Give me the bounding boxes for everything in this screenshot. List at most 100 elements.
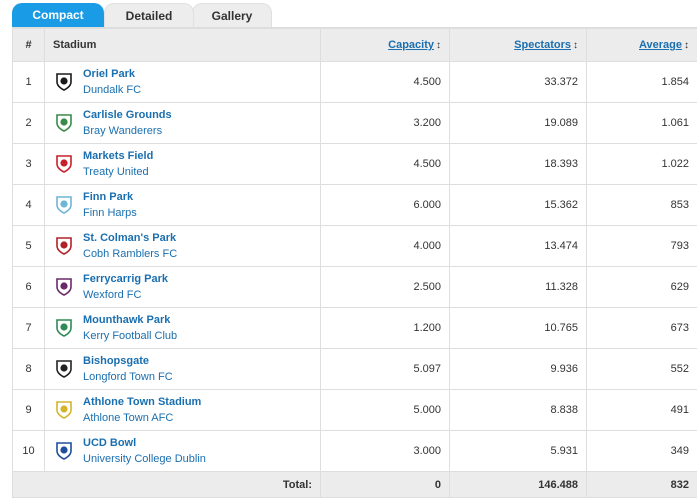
stadium-name-link[interactable]: Markets Field	[83, 150, 154, 162]
total-label: Total:	[12, 471, 321, 498]
sort-capacity-link[interactable]: Capacity	[388, 39, 434, 51]
stadium-names: Athlone Town Stadium Athlone Town AFC	[83, 394, 201, 426]
stadium-info: Ferrycarrig Park Wexford FC	[53, 271, 312, 303]
club-name-link[interactable]: University College Dublin	[83, 453, 206, 465]
club-name-link[interactable]: Treaty United	[83, 166, 149, 178]
row-rank: 10	[12, 430, 45, 472]
row-average: 1.022	[586, 143, 697, 185]
club-name-link[interactable]: Dundalk FC	[83, 84, 142, 96]
row-spectators: 10.765	[449, 307, 587, 349]
stadium-names: St. Colman's Park Cobh Ramblers FC	[83, 230, 177, 262]
row-spectators: 9.936	[449, 348, 587, 390]
row-rank: 2	[12, 102, 45, 144]
row-rank: 6	[12, 266, 45, 308]
view-tabs: Compact Gallery Detailed	[12, 3, 697, 27]
table-row: 4 Finn Park Finn Harps 6.000 15.362 853	[12, 184, 697, 226]
row-capacity: 5.000	[320, 389, 450, 431]
club-name-link[interactable]: Kerry Football Club	[83, 330, 178, 342]
row-spectators: 18.393	[449, 143, 587, 185]
stadium-cell: Finn Park Finn Harps	[44, 184, 321, 226]
stadium-names: Markets Field Treaty United	[83, 148, 153, 180]
sort-arrows-icon[interactable]: ↕	[573, 40, 578, 51]
stadium-cell: St. Colman's Park Cobh Ramblers FC	[44, 225, 321, 267]
stadium-cell: Athlone Town Stadium Athlone Town AFC	[44, 389, 321, 431]
row-average: 629	[586, 266, 697, 308]
column-header-average[interactable]: Average ↕	[586, 28, 697, 62]
stadium-cell: Bishopsgate Longford Town FC	[44, 348, 321, 390]
stadium-names: Bishopsgate Longford Town FC	[83, 353, 173, 385]
table-row: 3 Markets Field Treaty United 4.500 18.393 1.…	[12, 143, 697, 185]
stadium-cell: UCD Bowl University College Dublin	[44, 430, 321, 472]
tab-gallery[interactable]: Gallery	[192, 3, 272, 27]
stadium-name-link[interactable]: Carlisle Grounds	[83, 109, 172, 121]
kerry-fc-crest-icon[interactable]	[53, 317, 75, 339]
row-rank: 9	[12, 389, 45, 431]
dundalk-fc-crest-icon[interactable]	[53, 71, 75, 93]
stadium-name-link[interactable]: Bishopsgate	[83, 355, 150, 367]
sort-spectators-link[interactable]: Spectators	[514, 39, 571, 51]
sort-arrows-icon[interactable]: ↕	[436, 40, 441, 51]
row-spectators: 11.328	[449, 266, 587, 308]
finn-harps-crest-icon[interactable]	[53, 194, 75, 216]
row-average: 1.061	[586, 102, 697, 144]
cobh-ramblers-crest-icon[interactable]	[53, 235, 75, 257]
stadium-cell: Mounthawk Park Kerry Football Club	[44, 307, 321, 349]
row-capacity: 4.000	[320, 225, 450, 267]
row-rank: 5	[12, 225, 45, 267]
row-average: 1.854	[586, 61, 697, 103]
row-average: 349	[586, 430, 697, 472]
row-capacity: 5.097	[320, 348, 450, 390]
club-name-link[interactable]: Wexford FC	[83, 289, 142, 301]
longford-town-crest-icon[interactable]	[53, 358, 75, 380]
stadium-info: Oriel Park Dundalk FC	[53, 66, 312, 98]
stadium-name-link[interactable]: Mounthawk Park	[83, 314, 171, 326]
total-spectators: 146.488	[449, 471, 587, 498]
tab-compact[interactable]: Compact	[12, 3, 104, 27]
column-header-spectators[interactable]: Spectators ↕	[449, 28, 587, 62]
row-average: 793	[586, 225, 697, 267]
ucd-crest-icon[interactable]	[53, 440, 75, 462]
treaty-united-crest-icon[interactable]	[53, 153, 75, 175]
stadium-info: Carlisle Grounds Bray Wanderers	[53, 107, 312, 139]
club-name-link[interactable]: Finn Harps	[83, 207, 137, 219]
row-rank: 7	[12, 307, 45, 349]
stadium-names: UCD Bowl University College Dublin	[83, 435, 206, 467]
stadium-name-link[interactable]: UCD Bowl	[83, 437, 137, 449]
row-spectators: 8.838	[449, 389, 587, 431]
sort-arrows-icon[interactable]: ↕	[684, 40, 689, 51]
stadium-name-link[interactable]: Finn Park	[83, 191, 134, 203]
club-name-link[interactable]: Longford Town FC	[83, 371, 173, 383]
stadium-attendance-table: # Stadium Capacity ↕ Spectators ↕ Average ↕…	[12, 28, 697, 498]
row-capacity: 2.500	[320, 266, 450, 308]
stadium-names: Ferrycarrig Park Wexford FC	[83, 271, 168, 303]
club-name-link[interactable]: Athlone Town AFC	[83, 412, 174, 424]
row-spectators: 19.089	[449, 102, 587, 144]
table-row: 9 Athlone Town Stadium Athlone Town AFC 5.0…	[12, 389, 697, 431]
stadium-name-link[interactable]: Oriel Park	[83, 68, 135, 80]
row-rank: 4	[12, 184, 45, 226]
stadium-cell: Ferrycarrig Park Wexford FC	[44, 266, 321, 308]
stadium-name-link[interactable]: St. Colman's Park	[83, 232, 177, 244]
club-name-link[interactable]: Cobh Ramblers FC	[83, 248, 178, 260]
row-average: 853	[586, 184, 697, 226]
row-capacity: 3.200	[320, 102, 450, 144]
athlone-town-crest-icon[interactable]	[53, 399, 75, 421]
club-name-link[interactable]: Bray Wanderers	[83, 125, 163, 137]
stadium-names: Mounthawk Park Kerry Football Club	[83, 312, 177, 344]
sort-average-link[interactable]: Average	[638, 39, 682, 51]
stadium-names: Oriel Park Dundalk FC	[83, 66, 141, 98]
wexford-fc-crest-icon[interactable]	[53, 276, 75, 298]
table-row: 10 UCD Bowl University College Dublin 3.000…	[12, 430, 697, 472]
column-header-capacity[interactable]: Capacity ↕	[320, 28, 450, 62]
row-rank: 3	[12, 143, 45, 185]
stadium-cell: Markets Field Treaty United	[44, 143, 321, 185]
stadium-info: Finn Park Finn Harps	[53, 189, 312, 221]
stadium-names: Carlisle Grounds Bray Wanderers	[83, 107, 172, 139]
column-header-rank: #	[12, 28, 45, 62]
stadium-name-link[interactable]: Athlone Town Stadium	[83, 396, 202, 408]
bray-wanderers-crest-icon[interactable]	[53, 112, 75, 134]
stadium-info: Athlone Town Stadium Athlone Town AFC	[53, 394, 312, 426]
stadium-name-link[interactable]: Ferrycarrig Park	[83, 273, 168, 285]
table-total-row: Total: 0 146.488 832	[12, 471, 697, 498]
tab-detailed[interactable]: Detailed	[104, 3, 194, 27]
